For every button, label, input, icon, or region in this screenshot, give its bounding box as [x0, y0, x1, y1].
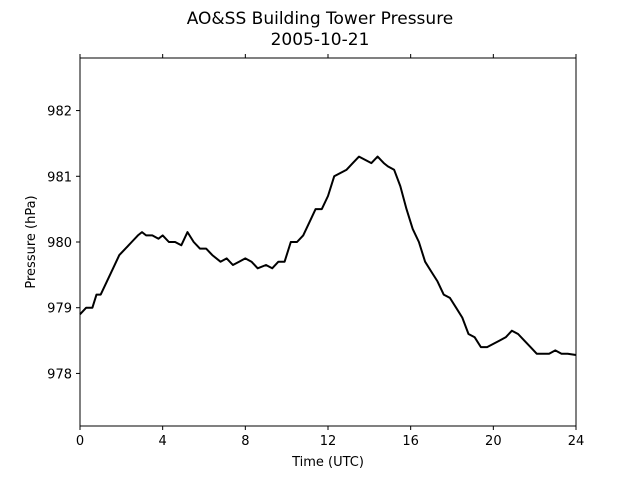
y-tick-label: 979	[47, 302, 72, 317]
x-axis-ticks: 0 4 8 12 16 20 24	[76, 54, 584, 449]
x-tick-label: 24	[568, 434, 585, 449]
y-axis-label: Pressure (hPa)	[24, 195, 39, 288]
y-tick-label: 981	[47, 170, 72, 185]
plot-frame	[79, 57, 577, 427]
x-tick-label: 20	[485, 434, 502, 449]
x-tick-label: 16	[402, 434, 419, 449]
chart-title: AO&SS Building Tower Pressure	[187, 9, 454, 29]
y-tick-label: 978	[47, 367, 72, 382]
y-axis-ticks: 978 979 980 981 982	[47, 105, 80, 382]
pressure-line	[79, 155, 577, 356]
y-tick-label: 980	[47, 236, 72, 251]
x-axis-label: Time (UTC)	[291, 455, 364, 470]
x-tick-label: 4	[159, 434, 167, 449]
x-tick-label: 12	[320, 434, 337, 449]
x-tick-label: 0	[76, 434, 84, 449]
y-tick-label: 982	[47, 105, 72, 120]
chart-subtitle: 2005-10-21	[271, 30, 370, 50]
x-tick-label: 8	[241, 434, 249, 449]
